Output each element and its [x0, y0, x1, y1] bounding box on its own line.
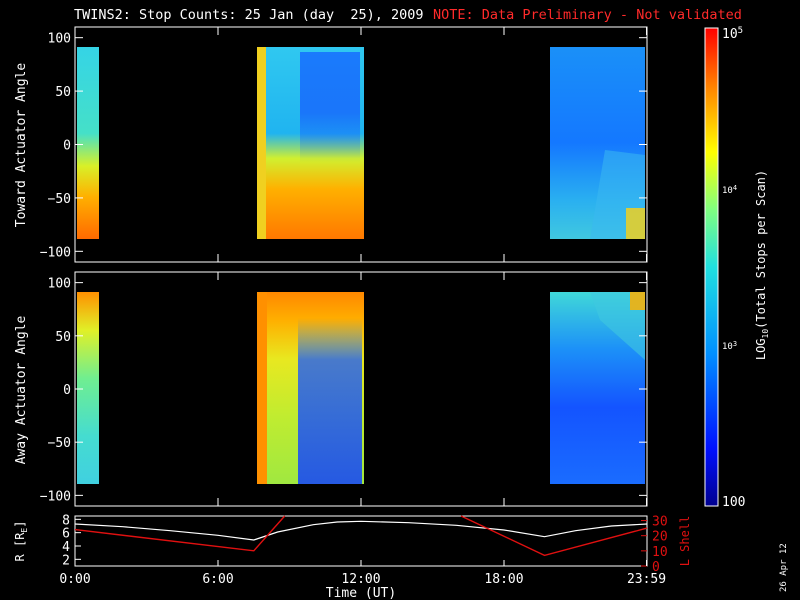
orbit-left-tick-label: 4: [62, 540, 70, 555]
toward-segment-2-core: [300, 52, 360, 162]
away-ytick-label: −100: [40, 489, 71, 504]
orbit-xtick-label: 18:00: [484, 572, 523, 587]
toward-ylabel: Toward Actuator Angle: [14, 63, 29, 228]
orbit-right-tick-label: 20: [652, 530, 668, 545]
away-ytick-label: −50: [48, 436, 71, 451]
orbit-xtick-label: 6:00: [202, 572, 233, 587]
orbit-right-tick-label: 30: [652, 515, 668, 530]
away-segment-2-edge: [257, 292, 267, 484]
r-distance-line: [74, 520, 648, 541]
orbit-right-tick-label: 0: [652, 560, 660, 575]
orbit-ylabel-left-sub: E: [20, 528, 29, 533]
toward-ytick-label: 100: [48, 32, 71, 47]
orbit-xtick-label: 23:59: [627, 572, 666, 587]
orbit-ylabel-left: R [RE]: [13, 521, 29, 562]
orbit-xtick-label: 0:00: [59, 572, 90, 587]
away-ytick-label: 100: [48, 277, 71, 292]
toward-panel: Toward Actuator Angle: [14, 26, 648, 263]
orbit-left-tick-label: 2: [62, 553, 70, 568]
l-shell-line-2: [460, 515, 648, 557]
away-segment-2-core: [298, 318, 362, 484]
l-shell-line-1: [74, 515, 286, 552]
away-ytick-label: 0: [63, 383, 71, 398]
axes-layer: 100500−50−100100500−50−100864230201000:0…: [40, 27, 668, 587]
colorbar-scale: [704, 27, 719, 507]
orbit-ylabel-right: L Shell: [678, 516, 692, 567]
colorbar-tick-1e4: 104: [722, 184, 737, 196]
colorbar-tick-1e5: 105: [722, 26, 743, 42]
side-date: 26 Apr 12: [779, 543, 789, 592]
colorbar-tick-100: 100: [722, 495, 745, 510]
toward-ytick-label: 0: [63, 139, 71, 154]
away-segment-1: [77, 292, 99, 484]
page-title: TWINS2: Stop Counts: 25 Jan (day 25), 20…: [74, 7, 424, 23]
orbit-panel: R [RE] L Shell Time (UT): [13, 515, 692, 600]
toward-segment-2-edge: [257, 47, 266, 239]
away-ylabel: Away Actuator Angle: [14, 315, 29, 464]
toward-ytick-label: 50: [55, 85, 71, 100]
away-panel: Away Actuator Angle: [14, 271, 648, 507]
orbit-left-tick-label: 8: [62, 513, 70, 528]
orbit-ylabel-left-text: R [R: [13, 532, 27, 562]
colorbar-label: LOG10(Total Stops per Scan): [754, 170, 770, 360]
orbit-xtick-label: 12:00: [341, 572, 380, 587]
time-xlabel: Time (UT): [326, 586, 396, 600]
colorbar: 105 104 103 100 LOG10(Total Stops per Sc…: [704, 26, 770, 510]
toward-ytick-label: −100: [40, 245, 71, 260]
orbit-left-tick-label: 6: [62, 527, 70, 542]
toward-segment-1: [77, 47, 99, 239]
preliminary-note: NOTE: Data Preliminary - Not validated: [433, 7, 742, 23]
orbit-plot-area: [74, 515, 648, 567]
toward-segment-3-corner: [626, 208, 645, 239]
away-segment-3-corner: [630, 292, 645, 310]
orbit-right-tick-label: 10: [652, 545, 668, 560]
away-ytick-label: 50: [55, 330, 71, 345]
orbit-ylabel-left-end: ]: [13, 521, 27, 528]
colorbar-tick-1e3: 103: [722, 340, 737, 352]
toward-ytick-label: −50: [48, 192, 71, 207]
